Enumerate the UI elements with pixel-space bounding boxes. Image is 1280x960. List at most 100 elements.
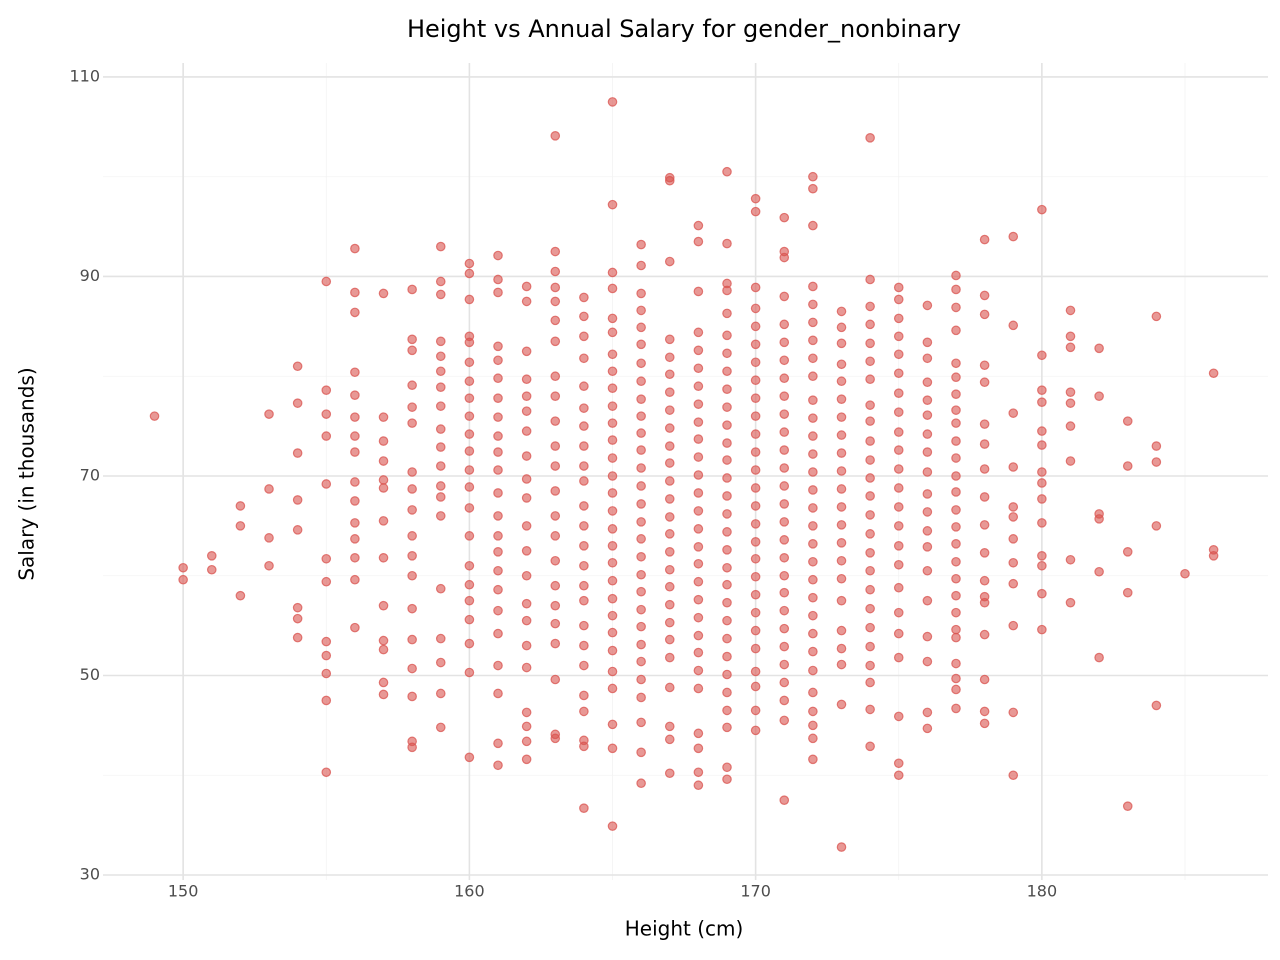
x-tick-label: 160 — [454, 882, 485, 901]
point — [951, 325, 961, 336]
point — [722, 651, 732, 662]
point — [893, 582, 904, 593]
point — [693, 345, 704, 356]
point — [636, 428, 646, 438]
point — [836, 555, 847, 566]
point — [1122, 547, 1133, 557]
point — [922, 723, 933, 734]
point — [836, 359, 847, 370]
point — [865, 416, 875, 426]
point — [808, 413, 818, 423]
point — [521, 346, 532, 357]
point — [1037, 397, 1047, 407]
point — [1008, 770, 1019, 781]
point — [693, 470, 704, 480]
point — [1008, 578, 1019, 589]
y-tick-label: 70 — [80, 465, 100, 484]
point — [808, 183, 818, 194]
point — [1008, 620, 1019, 631]
point — [836, 699, 847, 710]
point — [1065, 398, 1076, 408]
point — [1122, 587, 1133, 598]
point — [779, 337, 790, 348]
point — [292, 361, 303, 372]
point — [951, 453, 961, 463]
point — [893, 464, 904, 474]
point — [865, 548, 875, 558]
point — [350, 496, 360, 506]
point — [922, 447, 933, 457]
point — [693, 417, 704, 427]
point — [951, 436, 961, 446]
point — [1008, 502, 1019, 512]
point — [893, 282, 904, 293]
point — [836, 573, 847, 584]
point — [722, 366, 732, 377]
point — [893, 711, 904, 722]
point — [693, 542, 704, 552]
point — [464, 393, 475, 403]
point — [521, 474, 532, 484]
point — [579, 381, 589, 392]
point — [493, 531, 503, 541]
point — [579, 521, 589, 531]
point — [779, 715, 790, 726]
point — [1008, 707, 1019, 718]
point — [378, 635, 389, 646]
point — [435, 657, 446, 668]
point — [836, 538, 847, 548]
point — [722, 722, 732, 733]
point — [693, 236, 704, 247]
point — [808, 646, 818, 657]
point — [893, 502, 904, 512]
point — [951, 505, 961, 515]
point — [550, 600, 561, 611]
point — [378, 475, 389, 485]
point — [693, 488, 704, 498]
point — [292, 613, 303, 624]
point — [521, 707, 532, 718]
point — [750, 193, 761, 204]
point — [693, 647, 704, 658]
point — [664, 599, 675, 610]
point — [779, 677, 790, 688]
point — [579, 660, 589, 671]
point — [579, 292, 589, 303]
point — [292, 448, 303, 458]
point — [550, 266, 561, 277]
point — [435, 481, 446, 491]
point — [750, 375, 761, 386]
point — [1151, 521, 1162, 531]
point — [865, 274, 875, 285]
point — [607, 575, 618, 586]
point — [407, 603, 417, 614]
point — [664, 721, 675, 732]
point — [922, 595, 933, 606]
point — [579, 461, 589, 471]
point — [779, 641, 790, 652]
point — [521, 296, 532, 307]
point — [607, 610, 618, 621]
point — [893, 652, 904, 663]
point — [607, 488, 618, 498]
point — [722, 308, 732, 319]
point — [722, 348, 732, 359]
point — [636, 305, 646, 316]
point — [951, 632, 961, 643]
point — [1151, 457, 1162, 467]
point — [1065, 421, 1076, 431]
point — [350, 431, 360, 441]
point — [808, 754, 818, 765]
point — [636, 288, 646, 299]
point — [722, 455, 732, 465]
point — [521, 426, 532, 436]
point — [922, 507, 933, 517]
point — [722, 438, 732, 448]
point — [607, 627, 618, 638]
point — [836, 322, 847, 333]
point — [779, 695, 790, 706]
point — [951, 607, 961, 618]
point — [607, 313, 618, 324]
point — [722, 597, 732, 608]
